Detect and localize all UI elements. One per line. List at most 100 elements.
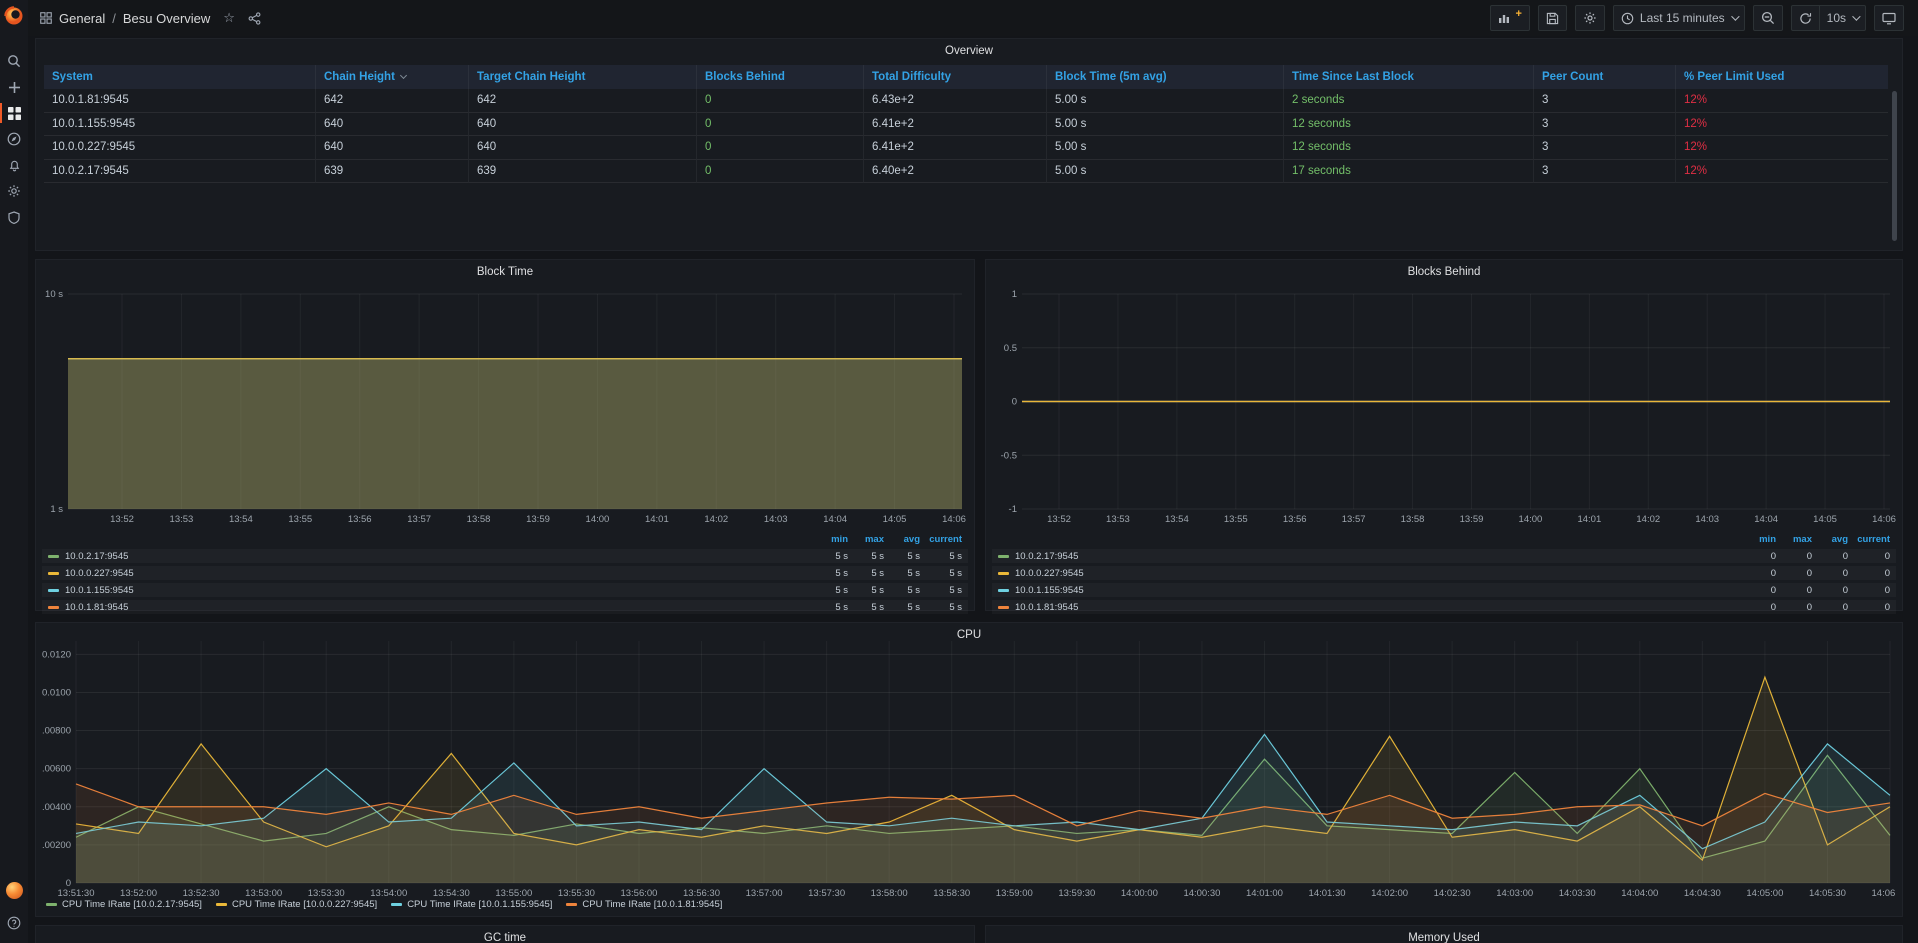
series-name[interactable]: 10.0.1.155:9545 [65, 585, 812, 596]
svg-text:0.00200: 0.00200 [42, 840, 71, 851]
panel-block-time: Block Time 10 s1 s13:5213:5313:5413:5513… [35, 259, 975, 611]
blocks-behind-chart[interactable]: 10.50-0.5-113:5213:5313:5413:5513:5613:5… [992, 286, 1896, 531]
svg-text:13:52:00: 13:52:00 [120, 888, 157, 899]
series-color-swatch-icon [48, 555, 59, 558]
column-header[interactable]: Blocks Behind [697, 65, 864, 89]
table-cell: 5.00 s [1047, 89, 1284, 113]
panel-title[interactable]: Block Time [36, 260, 974, 284]
legend-item[interactable]: CPU Time IRate [10.0.1.81:9545] [566, 899, 722, 910]
svg-text:0: 0 [1012, 397, 1017, 408]
svg-text:14:02:00: 14:02:00 [1371, 888, 1408, 899]
column-header[interactable]: Block Time (5m avg) [1047, 65, 1284, 89]
table-row: 10.0.2.17:954563963906.40e+25.00 s17 sec… [44, 160, 1888, 184]
svg-text:13:55: 13:55 [288, 514, 312, 525]
table-cell: 17 seconds [1284, 160, 1534, 184]
table-scrollbar[interactable] [1892, 91, 1897, 241]
cpu-chart[interactable]: 0.01200.01000.008000.006000.004000.00200… [42, 631, 1896, 903]
svg-text:13:53:00: 13:53:00 [245, 888, 282, 899]
series-name[interactable]: 10.0.0.227:9545 [65, 568, 812, 579]
server-admin-shield-icon[interactable] [0, 204, 28, 230]
overview-table: SystemChain HeightTarget Chain HeightBlo… [44, 65, 1888, 183]
legend-item[interactable]: CPU Time IRate [10.0.1.155:9545] [391, 899, 552, 910]
svg-text:14:02: 14:02 [704, 514, 728, 525]
panel-title[interactable]: Memory Used [986, 926, 1902, 943]
refresh-interval-label: 10s [1827, 11, 1846, 25]
series-name[interactable]: 10.0.1.155:9545 [1015, 585, 1740, 596]
legend-stat-column[interactable]: current [1848, 533, 1896, 546]
star-icon[interactable]: ☆ [223, 10, 235, 26]
legend-stats-header: minmaxavgcurrent [992, 533, 1896, 546]
series-color-swatch-icon [998, 606, 1009, 609]
series-name[interactable]: 10.0.2.17:9545 [1015, 551, 1740, 562]
zoom-out-button[interactable] [1753, 5, 1783, 31]
legend-stat-column[interactable]: avg [884, 533, 920, 546]
page-title[interactable]: Besu Overview [123, 11, 210, 26]
share-icon[interactable] [248, 12, 261, 25]
add-panel-button[interactable]: + [1490, 5, 1529, 31]
legend-stat-value: 5 s [812, 602, 848, 613]
series-name: CPU Time IRate [10.0.1.155:9545] [407, 899, 552, 910]
legend-row: 10.0.0.227:95455 s5 s5 s5 s [42, 566, 968, 580]
svg-text:14:04:30: 14:04:30 [1684, 888, 1721, 899]
avatar[interactable] [0, 877, 28, 903]
cpu-legend: CPU Time IRate [10.0.2.17:9545] CPU Time … [46, 899, 722, 910]
legend-row: 10.0.1.81:95455 s5 s5 s5 s [42, 600, 968, 614]
legend-stat-column[interactable]: max [1776, 533, 1812, 546]
panel-title[interactable]: GC time [36, 926, 974, 943]
explore-compass-icon[interactable] [0, 126, 28, 152]
legend-stat-column[interactable]: current [920, 533, 968, 546]
column-header[interactable]: Target Chain Height [469, 65, 697, 89]
column-header[interactable]: System [44, 65, 316, 89]
table-cell: 642 [469, 89, 697, 113]
column-header[interactable]: Chain Height [316, 65, 469, 89]
panel-title[interactable]: Blocks Behind [986, 260, 1902, 284]
time-range-picker[interactable]: Last 15 minutes [1613, 5, 1745, 31]
create-plus-icon[interactable] [0, 74, 28, 100]
legend-stat-value: 5 s [920, 551, 968, 562]
svg-text:13:57:00: 13:57:00 [746, 888, 783, 899]
legend-stat-value: 5 s [812, 568, 848, 579]
dashboards-grid-icon[interactable] [0, 100, 28, 126]
svg-text:13:51:30: 13:51:30 [58, 888, 95, 899]
svg-text:14:00:00: 14:00:00 [1121, 888, 1158, 899]
configuration-gear-icon[interactable] [0, 178, 28, 204]
panel-blocks-behind: Blocks Behind 10.50-0.5-113:5213:5313:54… [985, 259, 1903, 611]
save-dashboard-button[interactable] [1538, 5, 1567, 31]
legend-stat-value: 0 [1740, 585, 1776, 596]
panel-title[interactable]: Overview [36, 39, 1902, 63]
block-time-chart[interactable]: 10 s1 s13:5213:5313:5413:5513:5613:5713:… [42, 286, 968, 531]
legend-stat-column[interactable]: avg [1812, 533, 1848, 546]
grafana-logo[interactable] [4, 6, 24, 26]
alerting-bell-icon[interactable] [0, 152, 28, 178]
table-cell: 639 [469, 160, 697, 184]
series-name[interactable]: 10.0.1.81:9545 [1015, 602, 1740, 613]
series-name[interactable]: 10.0.1.81:9545 [65, 602, 812, 613]
table-cell: 3 [1534, 136, 1676, 160]
legend-stat-value: 0 [1776, 602, 1812, 613]
legend-item[interactable]: CPU Time IRate [10.0.0.227:9545] [216, 899, 377, 910]
column-header[interactable]: % Peer Limit Used [1676, 65, 1888, 89]
legend-stat-column[interactable]: min [812, 533, 848, 546]
column-header[interactable]: Total Difficulty [864, 65, 1047, 89]
refresh-interval-picker[interactable]: 10s [1820, 5, 1866, 31]
refresh-button[interactable] [1791, 5, 1820, 31]
legend-stat-column[interactable]: max [848, 533, 884, 546]
table-cell: 640 [316, 113, 469, 137]
cycle-view-mode-button[interactable] [1874, 5, 1904, 31]
svg-text:13:56: 13:56 [348, 514, 372, 525]
column-header[interactable]: Peer Count [1534, 65, 1676, 89]
table-row: 10.0.1.81:954564264206.43e+25.00 s2 seco… [44, 89, 1888, 113]
legend-stat-value: 0 [1776, 585, 1812, 596]
dashboard-settings-button[interactable] [1575, 5, 1605, 31]
table-row: 10.0.0.227:954564064006.41e+25.00 s12 se… [44, 136, 1888, 160]
column-header[interactable]: Time Since Last Block [1284, 65, 1534, 89]
legend-item[interactable]: CPU Time IRate [10.0.2.17:9545] [46, 899, 202, 910]
breadcrumb-section[interactable]: General [59, 11, 105, 26]
svg-text:13:52:30: 13:52:30 [183, 888, 220, 899]
series-name[interactable]: 10.0.2.17:9545 [65, 551, 812, 562]
search-icon[interactable] [0, 48, 28, 74]
time-range-label: Last 15 minutes [1640, 11, 1725, 25]
series-name[interactable]: 10.0.0.227:9545 [1015, 568, 1740, 579]
help-icon[interactable] [0, 910, 28, 936]
legend-stat-column[interactable]: min [1740, 533, 1776, 546]
